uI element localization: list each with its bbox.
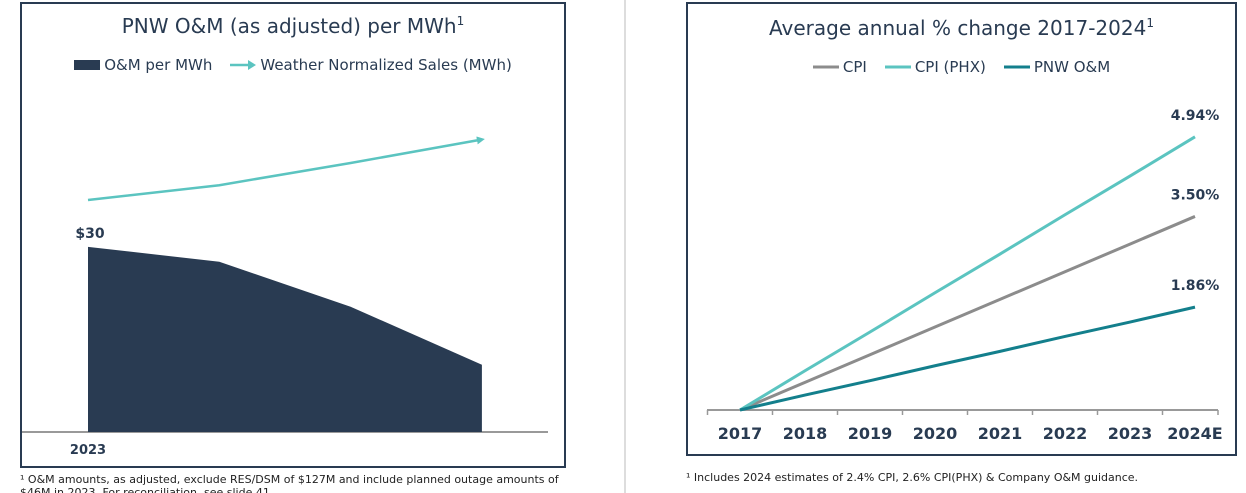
legend-item: PNW O&M: [1003, 58, 1111, 76]
legend-item: CPI (PHX): [884, 58, 986, 76]
legend-label: Weather Normalized Sales (MWh): [260, 56, 512, 74]
chart-title: PNW O&M (as adjusted) per MWh1: [22, 14, 564, 38]
title-text: PNW O&M (as adjusted) per MWh: [121, 14, 457, 38]
footnote: ¹ Includes 2024 estimates of 2.4% CPI, 2…: [686, 471, 1139, 484]
x-tick-label: 2023: [1108, 424, 1153, 443]
legend-swatch: [884, 65, 911, 69]
line: [739, 135, 1196, 412]
line: [87, 136, 485, 202]
data-label: 3.50%: [1171, 187, 1220, 203]
legend-item: Weather Normalized Sales (MWh): [230, 56, 512, 74]
x-tick-label: 2018: [783, 424, 828, 443]
legend-label: O&M per MWh: [104, 56, 213, 74]
footnote: ¹ O&M amounts, as adjusted, exclude RES/…: [20, 473, 559, 493]
legend-swatch: [1003, 65, 1030, 69]
swatch: [74, 60, 101, 70]
x-tick-label: 2021: [978, 424, 1023, 443]
legend: O&M per MWh Weather Normalized Sales (MWh…: [22, 56, 564, 74]
line: [739, 215, 1196, 412]
x-tick-label: 2017: [718, 424, 763, 443]
legend-swatch: [812, 65, 839, 69]
line: [739, 305, 1196, 412]
title-sup: 1: [1146, 16, 1154, 30]
legend-label: CPI: [842, 58, 867, 76]
x-tick-label: 2024E: [1167, 424, 1222, 443]
legend-label: PNW O&M: [1033, 58, 1111, 76]
x-tick-label: 2022: [1043, 424, 1088, 443]
title-text: Average annual % change 2017-2024: [769, 16, 1147, 40]
legend-item: CPI: [812, 58, 867, 76]
data-label: $30: [75, 226, 104, 242]
x-tick-label: 2023: [70, 443, 106, 458]
legend-item: O&M per MWh: [74, 56, 212, 74]
legend: CPI CPI (PHX) PNW O&M: [688, 58, 1235, 76]
title-sup: 1: [456, 14, 465, 28]
legend-swatch: [74, 60, 101, 70]
data-label: 1.86%: [1171, 278, 1220, 294]
x-tick-label: 2019: [848, 424, 893, 443]
data-label: 4.94%: [1171, 108, 1220, 124]
area: [88, 246, 482, 432]
x-tick-label: 2020: [913, 424, 958, 443]
panel-right: Average annual % change 2017-20241 CPI CP…: [686, 2, 1237, 456]
legend-label: CPI (PHX): [914, 58, 986, 76]
legend-swatch: [230, 60, 257, 70]
chart-title: Average annual % change 2017-20241: [688, 16, 1235, 40]
swatch-arrow: [248, 60, 257, 70]
panel-left: PNW O&M (as adjusted) per MWh1 O&M per M…: [20, 2, 566, 468]
